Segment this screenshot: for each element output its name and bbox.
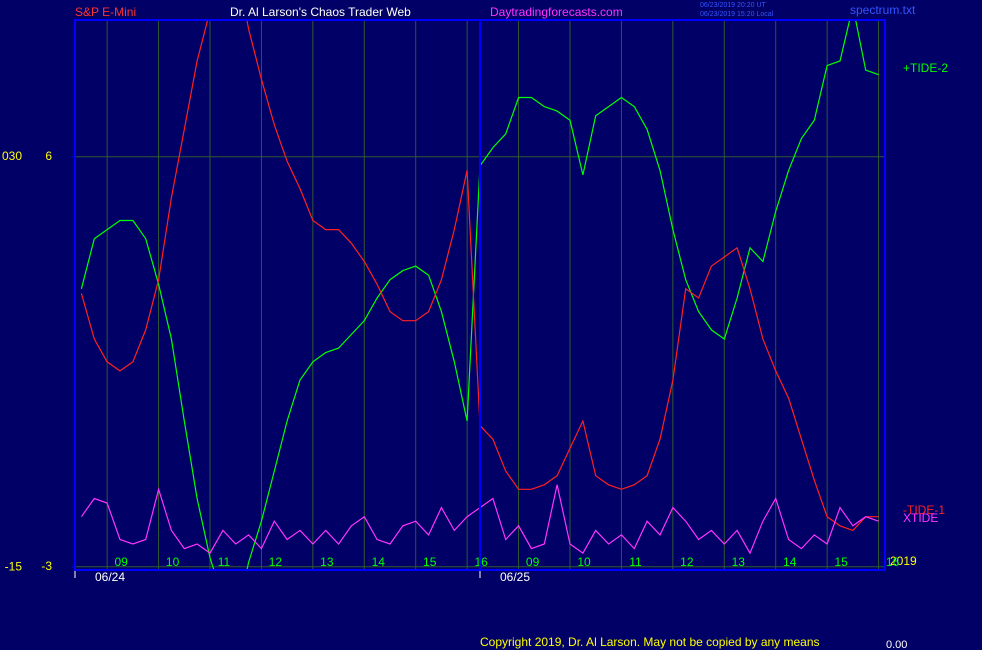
footer-value: 0.00	[886, 639, 907, 650]
y-tick-label: -3	[41, 559, 52, 573]
legend-label: +TIDE-2	[903, 61, 948, 75]
x-tick-label: 15	[423, 555, 437, 569]
year: 2019	[890, 554, 917, 568]
x-tick-label: 09	[114, 555, 128, 569]
legend-label: -TIDE-1	[903, 503, 945, 517]
x-tick-label: 12	[269, 555, 283, 569]
date-label: 06/24	[95, 570, 125, 584]
x-tick-label: 12	[680, 555, 694, 569]
x-tick-label: 15	[834, 555, 848, 569]
x-tick-label: 10	[577, 555, 591, 569]
y-tick-label: 6	[45, 149, 52, 163]
x-tick-label: 14	[783, 555, 797, 569]
file-name: spectrum.txt	[850, 3, 916, 17]
chart-title: Dr. Al Larson's Chaos Trader Web	[230, 5, 411, 19]
instrument: S&P E-Mini	[75, 5, 136, 19]
x-tick-label: 11	[218, 555, 231, 569]
timestamp: 06/23/2019 15:20 Local	[700, 11, 774, 18]
x-tick-label: 09	[526, 555, 540, 569]
date-label: 06/25	[500, 570, 530, 584]
x-tick-label: 16	[474, 555, 488, 569]
copyright: Copyright 2019, Dr. Al Larson. May not b…	[480, 635, 820, 649]
x-tick-label: 13	[320, 555, 334, 569]
x-tick-label: 16	[886, 555, 900, 569]
legend-label: XTIDE	[903, 511, 938, 525]
y2-tick-label: -15	[5, 559, 23, 573]
x-tick-label: 14	[372, 555, 386, 569]
site: Daytradingforecasts.com	[490, 5, 623, 19]
y2-tick-label: 030	[2, 149, 22, 163]
x-tick-label: 10	[166, 555, 180, 569]
plot-border	[74, 19, 886, 571]
x-tick-label: 13	[732, 555, 746, 569]
timestamp: 06/23/2019 20:20 UT	[700, 2, 766, 9]
x-tick-label: 11	[629, 555, 642, 569]
